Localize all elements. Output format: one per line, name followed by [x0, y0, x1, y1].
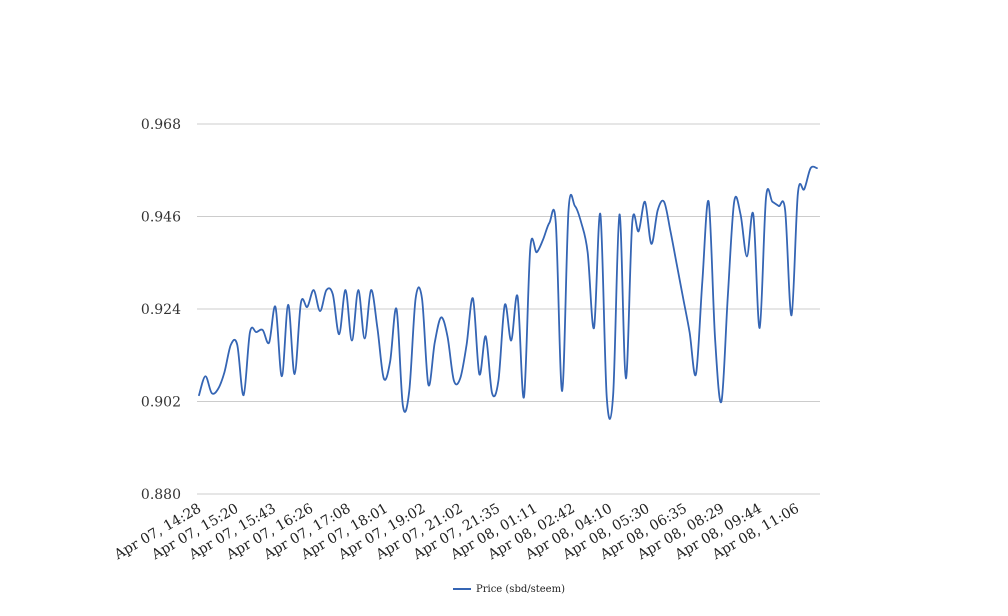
y-tick-label: 0.924: [141, 302, 181, 318]
legend: Price (sbd/steem): [453, 584, 565, 595]
y-tick-label: 0.902: [141, 395, 181, 411]
series-line-price: [198, 165, 818, 420]
series-layer: [198, 165, 818, 420]
y-tick-label: 0.968: [141, 117, 181, 133]
legend-label: Price (sbd/steem): [476, 584, 565, 595]
y-tick-label: 0.880: [141, 487, 181, 503]
y-tick-label: 0.946: [141, 210, 181, 226]
y-axis-ticks: 0.880 0.902 0.924 0.946 0.968: [141, 117, 181, 503]
